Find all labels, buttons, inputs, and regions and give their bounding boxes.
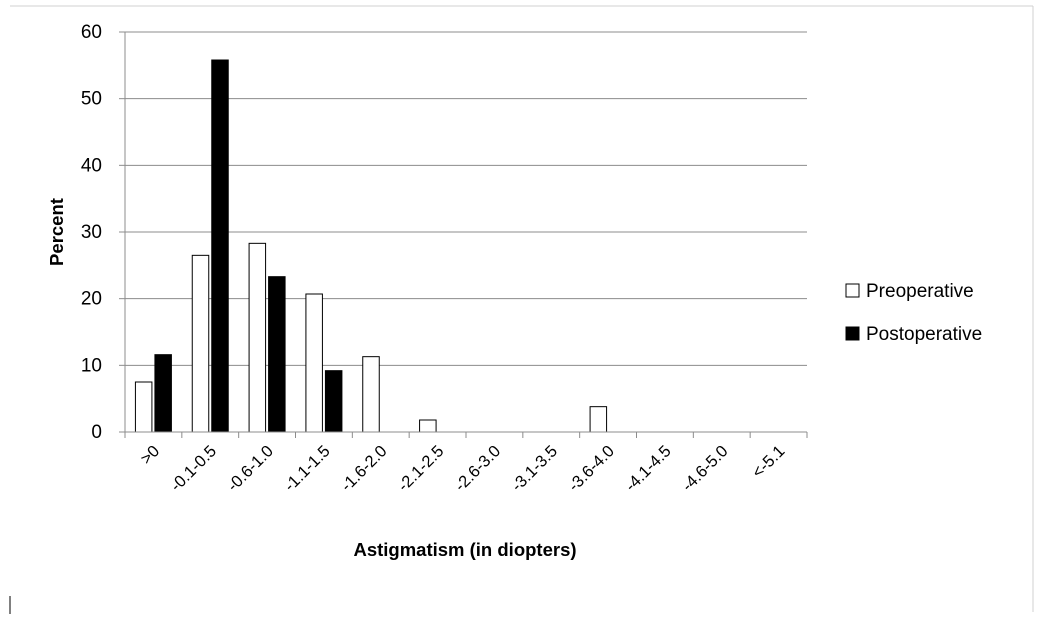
y-tick-label: 0	[91, 422, 102, 443]
y-axis-title: Percent	[46, 198, 67, 266]
y-tick-label: 10	[81, 355, 102, 376]
y-tick-label: 40	[81, 155, 102, 176]
bar-preoperative-5	[419, 419, 437, 433]
x-tick-label: -2.1-2.5	[394, 442, 447, 495]
bar-postoperative-2	[268, 276, 286, 433]
x-tick-label: -3.1-3.5	[508, 442, 561, 495]
legend-swatch-postoperative	[845, 326, 860, 341]
legend-swatch-preoperative	[845, 283, 860, 298]
y-tick-label: 20	[81, 289, 102, 310]
x-tick-label: <-5.1	[749, 442, 789, 482]
bar-preoperative-8	[589, 406, 608, 433]
bar-postoperative-1	[211, 59, 229, 433]
x-tick-label: -0.1-0.5	[167, 442, 220, 495]
gridlines	[125, 31, 807, 366]
x-tick-label: >0	[137, 442, 163, 468]
bar-preoperative-1	[191, 254, 210, 433]
x-tick-label: -1.6-2.0	[338, 442, 391, 495]
y-tick-label: 60	[81, 22, 102, 43]
x-axis-title: Astigmatism (in diopters)	[353, 539, 576, 560]
bar-preoperative-3	[305, 293, 323, 433]
x-tick-label: -1.1-1.5	[281, 442, 334, 495]
y-tick-label: 50	[81, 89, 102, 110]
legend-label-preoperative: Preoperative	[866, 281, 974, 302]
legend: Preoperative Postoperative	[845, 281, 982, 345]
x-tick-label: -4.6-5.0	[679, 442, 732, 495]
y-tick-labels: 0 10 20 30 40 50 60	[81, 22, 102, 443]
bars-group	[134, 59, 608, 433]
bar-preoperative-2	[248, 242, 267, 433]
axes-group	[119, 31, 808, 438]
x-tick-label: -4.1-4.5	[622, 442, 675, 495]
bar-postoperative-0	[154, 354, 172, 433]
bar-postoperative-3	[324, 370, 343, 433]
x-tick-label: -3.6-4.0	[565, 442, 618, 495]
bar-preoperative-4	[362, 356, 380, 433]
y-tick-label: 30	[81, 222, 102, 243]
bar-preoperative-0	[134, 381, 153, 433]
legend-label-postoperative: Postoperative	[866, 324, 982, 345]
x-tick-labels: >0 -0.1-0.5 -0.6-1.0 -1.1-1.5 -1.6-2.0 -2.1-2…	[137, 442, 788, 495]
x-tick-label: -0.6-1.0	[224, 442, 277, 495]
x-tick-label: -2.6-3.0	[451, 442, 504, 495]
